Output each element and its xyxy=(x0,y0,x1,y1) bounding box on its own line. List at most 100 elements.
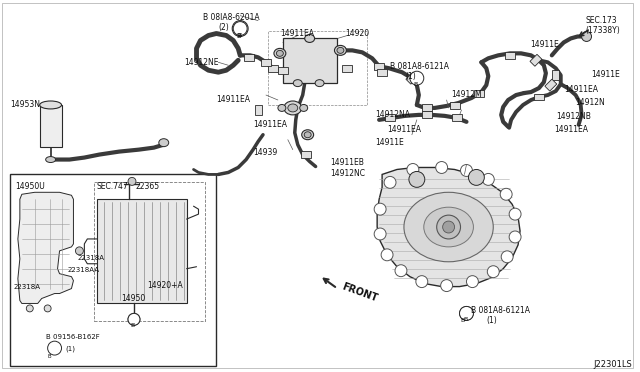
Text: 14911E: 14911E xyxy=(530,41,559,49)
Text: 14920: 14920 xyxy=(346,29,369,38)
Circle shape xyxy=(409,171,425,187)
Ellipse shape xyxy=(274,48,286,58)
Circle shape xyxy=(381,249,393,261)
Text: 14911EA: 14911EA xyxy=(387,125,421,134)
Circle shape xyxy=(76,247,83,255)
Bar xyxy=(301,151,310,158)
Circle shape xyxy=(509,208,521,220)
Text: (1): (1) xyxy=(405,72,416,81)
Circle shape xyxy=(436,215,461,239)
Text: 14911EA: 14911EA xyxy=(280,29,314,38)
Text: B: B xyxy=(461,318,465,323)
Bar xyxy=(374,63,384,70)
Ellipse shape xyxy=(301,130,314,140)
Bar xyxy=(422,105,432,111)
Circle shape xyxy=(443,221,454,233)
Text: SEC.173: SEC.173 xyxy=(586,16,617,25)
Bar xyxy=(268,31,367,105)
Circle shape xyxy=(441,280,452,292)
Circle shape xyxy=(232,20,248,36)
Ellipse shape xyxy=(315,80,324,87)
Bar xyxy=(261,59,271,66)
Text: FRONT: FRONT xyxy=(340,282,379,304)
Ellipse shape xyxy=(337,47,344,53)
Circle shape xyxy=(128,313,140,325)
Ellipse shape xyxy=(293,80,302,87)
Circle shape xyxy=(395,265,407,277)
Circle shape xyxy=(582,32,591,41)
Text: 14912M: 14912M xyxy=(452,90,482,99)
Ellipse shape xyxy=(284,101,301,115)
Bar xyxy=(342,65,353,72)
Bar xyxy=(40,105,61,147)
Bar xyxy=(406,72,418,84)
Text: 14912NE: 14912NE xyxy=(184,58,219,67)
Circle shape xyxy=(47,341,61,355)
Circle shape xyxy=(500,188,512,200)
Text: 14950: 14950 xyxy=(121,294,145,302)
Ellipse shape xyxy=(424,207,474,247)
Circle shape xyxy=(501,251,513,263)
Text: B: B xyxy=(47,354,51,359)
Bar xyxy=(422,111,432,118)
Ellipse shape xyxy=(40,101,61,109)
Text: 14911EB: 14911EB xyxy=(330,158,364,167)
Circle shape xyxy=(410,71,424,85)
Text: B 081A8-6121A: B 081A8-6121A xyxy=(472,307,531,315)
Polygon shape xyxy=(18,192,74,304)
Bar xyxy=(552,70,559,80)
Text: 14939: 14939 xyxy=(253,148,277,157)
Circle shape xyxy=(384,176,396,188)
Bar xyxy=(474,90,484,96)
Bar xyxy=(505,52,515,59)
Circle shape xyxy=(509,231,521,243)
Text: 22318AA: 22318AA xyxy=(67,267,99,273)
Text: B: B xyxy=(237,32,241,38)
Ellipse shape xyxy=(288,104,298,112)
Circle shape xyxy=(467,276,478,288)
Text: (1): (1) xyxy=(65,345,76,352)
Bar xyxy=(530,54,542,66)
Circle shape xyxy=(374,228,386,240)
Text: B 081A8-6121A: B 081A8-6121A xyxy=(390,62,449,71)
Ellipse shape xyxy=(335,45,346,55)
Ellipse shape xyxy=(300,105,308,111)
Text: 14911EA: 14911EA xyxy=(564,85,598,94)
Bar xyxy=(94,182,205,321)
Ellipse shape xyxy=(278,105,286,111)
Bar xyxy=(278,67,288,74)
Text: (17338Y): (17338Y) xyxy=(586,26,620,35)
Text: B: B xyxy=(414,82,418,87)
Circle shape xyxy=(487,266,499,278)
Text: 14912NB: 14912NB xyxy=(556,112,591,121)
Circle shape xyxy=(460,307,474,320)
Bar xyxy=(244,54,254,61)
Bar xyxy=(545,79,557,91)
Ellipse shape xyxy=(45,157,56,163)
Bar xyxy=(283,38,337,83)
Text: 14911EA: 14911EA xyxy=(216,95,250,104)
Ellipse shape xyxy=(159,139,169,147)
Text: B 08IA8-6201A: B 08IA8-6201A xyxy=(204,13,260,22)
Text: 14953N: 14953N xyxy=(10,100,40,109)
Ellipse shape xyxy=(404,192,493,262)
Bar xyxy=(385,114,395,121)
Text: 14911E: 14911E xyxy=(375,138,404,147)
Bar xyxy=(268,65,278,72)
Text: B: B xyxy=(236,32,241,39)
Polygon shape xyxy=(377,167,520,286)
Circle shape xyxy=(436,161,447,173)
Ellipse shape xyxy=(276,50,284,56)
Text: 14950U: 14950U xyxy=(15,182,45,191)
Text: 22365: 22365 xyxy=(136,182,160,191)
Text: 22318A: 22318A xyxy=(14,283,41,290)
Text: 14912NA: 14912NA xyxy=(375,110,410,119)
Text: (1): (1) xyxy=(486,316,497,326)
Bar xyxy=(449,102,460,109)
Ellipse shape xyxy=(304,132,311,138)
Text: 14911EA: 14911EA xyxy=(253,120,287,129)
Circle shape xyxy=(26,305,33,312)
Circle shape xyxy=(128,177,136,185)
Circle shape xyxy=(233,22,247,35)
Circle shape xyxy=(483,173,494,185)
